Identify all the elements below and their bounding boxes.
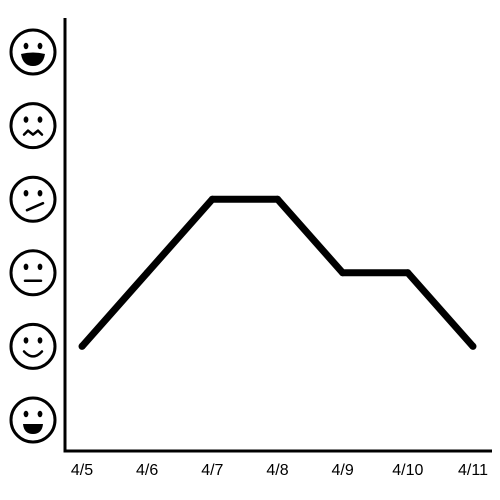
data-point-4-10 xyxy=(404,269,412,277)
data-point-4-7 xyxy=(208,195,216,203)
worried-face-icon xyxy=(9,102,57,150)
x-tick-label: 4/8 xyxy=(266,462,288,479)
x-tick-label: 4/9 xyxy=(332,462,354,479)
smiling-face-icon xyxy=(9,322,57,370)
x-tick-label: 4/7 xyxy=(201,462,223,479)
x-tick-labels: 4/5 4/6 4/7 4/8 4/9 4/10 4/11 xyxy=(71,462,488,479)
data-point-4-11 xyxy=(469,342,477,350)
x-tick-label: 4/10 xyxy=(392,462,423,479)
data-point-4-5 xyxy=(78,342,86,350)
y-axis-icons xyxy=(9,28,57,444)
laughing-face-icon xyxy=(9,28,57,76)
x-tick-label: 4/11 xyxy=(458,462,488,479)
data-point-4-6 xyxy=(143,269,151,277)
series-line xyxy=(79,195,476,349)
data-point-4-9 xyxy=(339,269,347,277)
neutral-face-icon xyxy=(9,249,57,297)
skeptical-face-icon xyxy=(9,175,57,223)
grinning-face-icon xyxy=(9,396,57,444)
x-tick-label: 4/6 xyxy=(136,462,158,479)
x-tick-label: 4/5 xyxy=(71,462,93,479)
data-point-4-8 xyxy=(274,195,281,203)
